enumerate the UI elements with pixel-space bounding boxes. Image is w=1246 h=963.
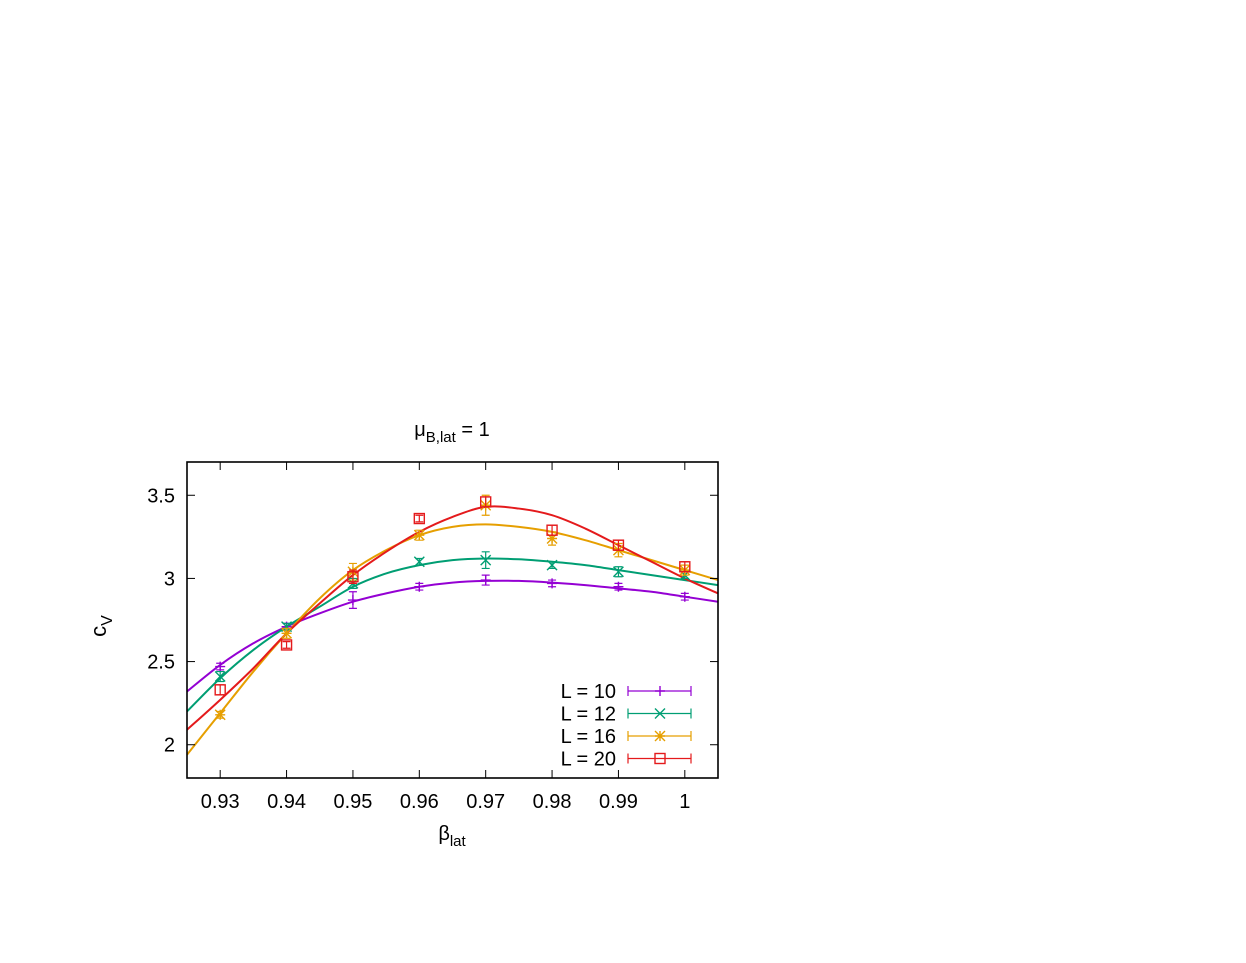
- x-tick-label: 0.99: [599, 791, 638, 813]
- error-bar-l20: [415, 514, 424, 523]
- x-tick-label: 1: [679, 791, 690, 813]
- data-point-l12: [480, 551, 492, 570]
- fit-curves: [186, 505, 719, 756]
- data-point-l20: [413, 512, 426, 525]
- axis-ticks: 0.93 0.94 0.95 0.96 0.97 0.98 0.99 1 2 2.5 3 3.5: [147, 462, 718, 813]
- fit-curve-l12: [186, 557, 719, 713]
- legend-marker-l12: [654, 708, 666, 719]
- data-points: [214, 494, 691, 721]
- marker-l20: [280, 639, 293, 651]
- legend-line-l20: [627, 753, 692, 764]
- data-point-l10: [480, 574, 491, 586]
- title-rest: = 1: [456, 419, 490, 441]
- legend-label-l10: L = 10: [561, 681, 616, 703]
- legend-label-l12: L = 12: [561, 704, 616, 726]
- y-axis-label-subscript: V: [99, 615, 116, 626]
- legend-entry-l10: L = 10: [561, 681, 692, 703]
- marker-l10: [547, 578, 558, 589]
- marker-l16: [214, 709, 226, 721]
- marker-l12: [214, 671, 226, 683]
- data-point-l10: [547, 578, 558, 589]
- title-subscript: B,lat: [426, 429, 457, 446]
- y-tick-label: 2.5: [147, 652, 175, 674]
- y-axis-label-main: c: [86, 626, 111, 637]
- fit-curve-l20: [186, 505, 719, 731]
- x-axis-label-main: β: [438, 823, 450, 845]
- marker-l16: [546, 533, 558, 544]
- chart-title: μB,lat = 1: [414, 419, 489, 446]
- x-axis-label-subscript: lat: [450, 833, 467, 850]
- title-main: μ: [414, 419, 426, 441]
- y-tick-label: 3.5: [147, 485, 175, 507]
- marker-l20: [612, 539, 625, 551]
- y-tick-label: 3: [164, 568, 175, 590]
- marker-l20: [479, 496, 492, 508]
- error-bar-l20: [282, 641, 291, 649]
- data-point-l20: [546, 524, 558, 536]
- marker-l10: [679, 591, 690, 602]
- legend: L = 10L = 12L = 16L = 20: [561, 681, 692, 771]
- data-point-l16: [413, 529, 425, 541]
- legend-marker-l10: [655, 686, 665, 696]
- legend-label-l20: L = 20: [561, 749, 616, 771]
- y-axis-label: cV: [86, 615, 116, 637]
- data-point-l10: [679, 591, 690, 602]
- legend-entry-l20: L = 20: [561, 749, 692, 771]
- marker-l12: [546, 559, 558, 571]
- marker-l12: [612, 566, 624, 578]
- legend-label-l16: L = 16: [561, 726, 616, 748]
- x-axis-label: βlat: [438, 823, 466, 850]
- marker-l10: [480, 575, 491, 586]
- marker-l12: [413, 556, 425, 568]
- data-point-l12: [214, 670, 226, 683]
- marker-l10: [613, 581, 624, 592]
- y-tick-label: 2: [164, 735, 175, 757]
- data-point-l10: [414, 581, 425, 592]
- marker-l10: [347, 595, 358, 606]
- x-tick-label: 0.94: [267, 791, 306, 813]
- x-tick-label: 0.96: [400, 791, 439, 813]
- plot-frame: [186, 461, 719, 779]
- marker-l16: [281, 627, 293, 639]
- data-point-l20: [479, 496, 492, 508]
- data-point-l20: [679, 561, 691, 573]
- data-point-l12: [546, 559, 558, 571]
- x-tick-label: 0.97: [466, 791, 505, 813]
- data-point-l12: [413, 556, 425, 568]
- data-point-l10: [347, 591, 358, 609]
- data-point-l16: [281, 627, 293, 639]
- marker-l20: [413, 512, 426, 525]
- data-point-l20: [347, 569, 359, 585]
- data-point-l20: [280, 639, 293, 651]
- x-tick-label: 0.95: [333, 791, 372, 813]
- marker-l20: [679, 561, 691, 573]
- x-tick-label: 0.98: [533, 791, 572, 813]
- marker-l20: [347, 571, 359, 583]
- marker-l16: [413, 529, 425, 541]
- legend-marker-l20: [654, 752, 666, 765]
- fit-curve-l10: [186, 579, 719, 693]
- error-bar-l20: [216, 684, 225, 696]
- marker-l10: [414, 581, 425, 592]
- legend-entry-l16: L = 16: [561, 726, 692, 748]
- legend-entry-l12: L = 12: [561, 704, 692, 726]
- marker-l20: [214, 684, 226, 696]
- error-bar-l20: [548, 524, 557, 536]
- data-point-l10: [613, 581, 624, 592]
- marker-l10: [215, 661, 226, 672]
- legend-marker-l16: [654, 730, 666, 742]
- data-point-l12: [612, 566, 624, 578]
- marker-l20: [546, 524, 558, 536]
- x-tick-label: 0.93: [201, 791, 240, 813]
- data-point-l20: [612, 539, 625, 551]
- data-point-l16: [214, 709, 226, 721]
- marker-l12: [480, 554, 492, 566]
- data-point-l20: [214, 684, 226, 696]
- data-point-l10: [215, 661, 226, 672]
